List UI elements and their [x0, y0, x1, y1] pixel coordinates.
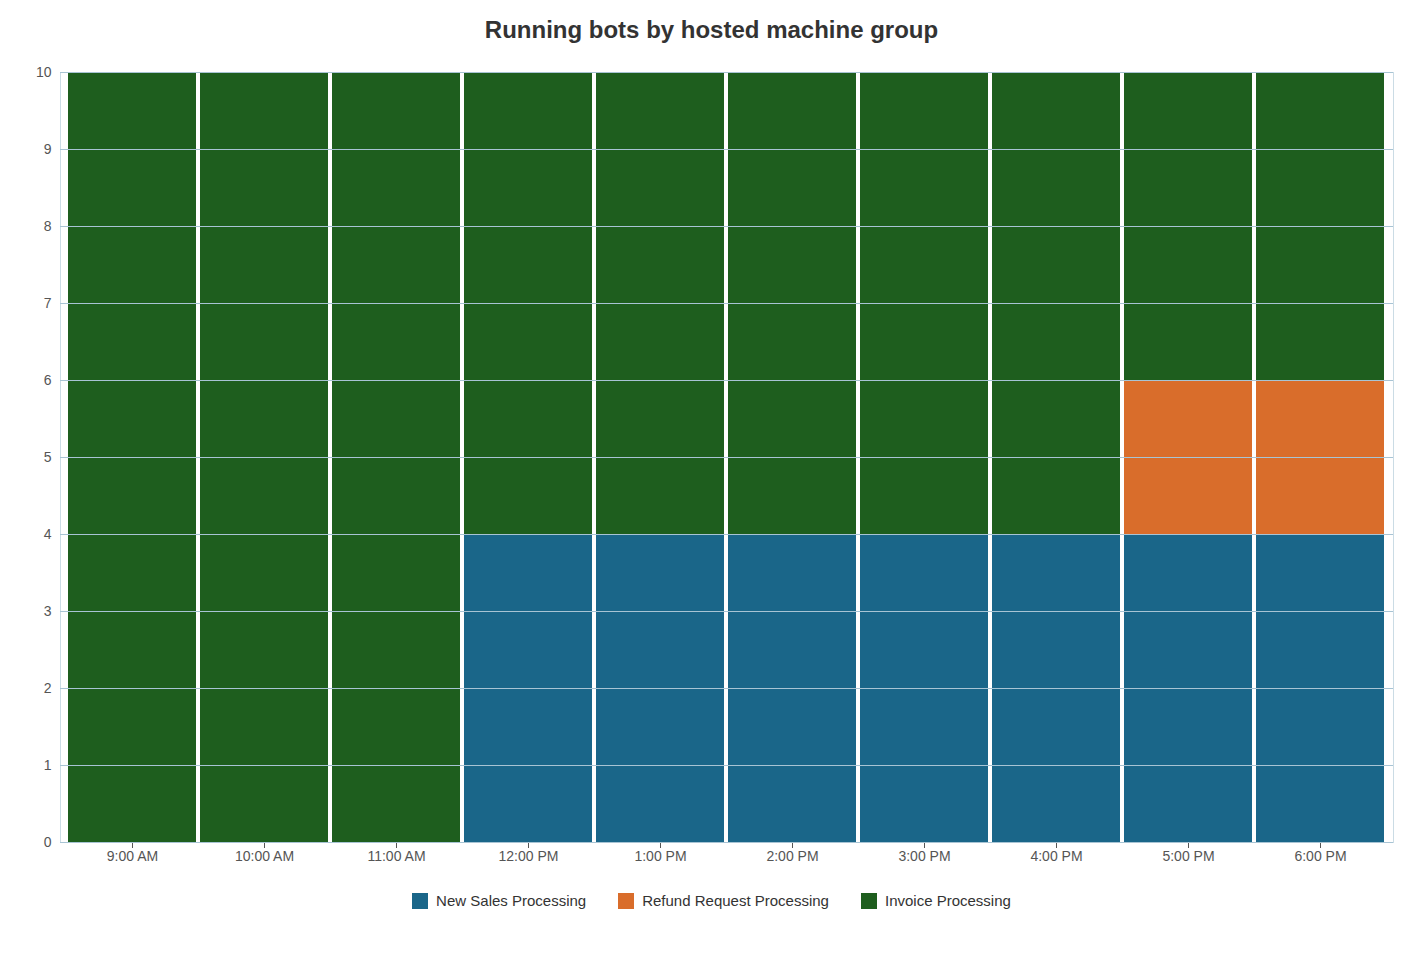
svg-text:8: 8 — [44, 218, 52, 234]
svg-text:4: 4 — [44, 526, 52, 542]
html-text:New Sales Processing: New Sales Processing — [436, 892, 587, 909]
svg-text:4:00 PM: 4:00 PM — [1030, 848, 1082, 864]
svg-text:5:00 PM: 5:00 PM — [1162, 848, 1214, 864]
svg-text:9: 9 — [44, 141, 52, 157]
svg-text:6:00 PM: 6:00 PM — [1294, 848, 1346, 864]
svg-text:1:00 PM: 1:00 PM — [634, 848, 686, 864]
svg-text:1: 1 — [44, 757, 52, 773]
svg-text:5: 5 — [44, 449, 52, 465]
svg-text:11:00 AM: 11:00 AM — [367, 848, 425, 864]
svg-text:9:00 AM: 9:00 AM — [107, 848, 158, 864]
svg-text:3: 3 — [44, 603, 52, 619]
svg-text:3:00 PM: 3:00 PM — [898, 848, 950, 864]
svg-text:2: 2 — [44, 680, 52, 696]
svg-text:12:00 PM: 12:00 PM — [499, 848, 559, 864]
svg-text:0: 0 — [44, 834, 52, 850]
svg-text:7: 7 — [44, 295, 52, 311]
svg-text:2:00 PM: 2:00 PM — [766, 848, 818, 864]
html-text:Invoice Processing: Invoice Processing — [885, 892, 1011, 909]
svg-text:6: 6 — [44, 372, 52, 388]
html-text:Refund Request Processing: Refund Request Processing — [642, 892, 829, 909]
html-text:Running bots by hosted machine: Running bots by hosted machine group — [484, 16, 939, 43]
svg-text:10:00 AM: 10:00 AM — [235, 848, 294, 864]
svg-text:10: 10 — [36, 64, 52, 80]
